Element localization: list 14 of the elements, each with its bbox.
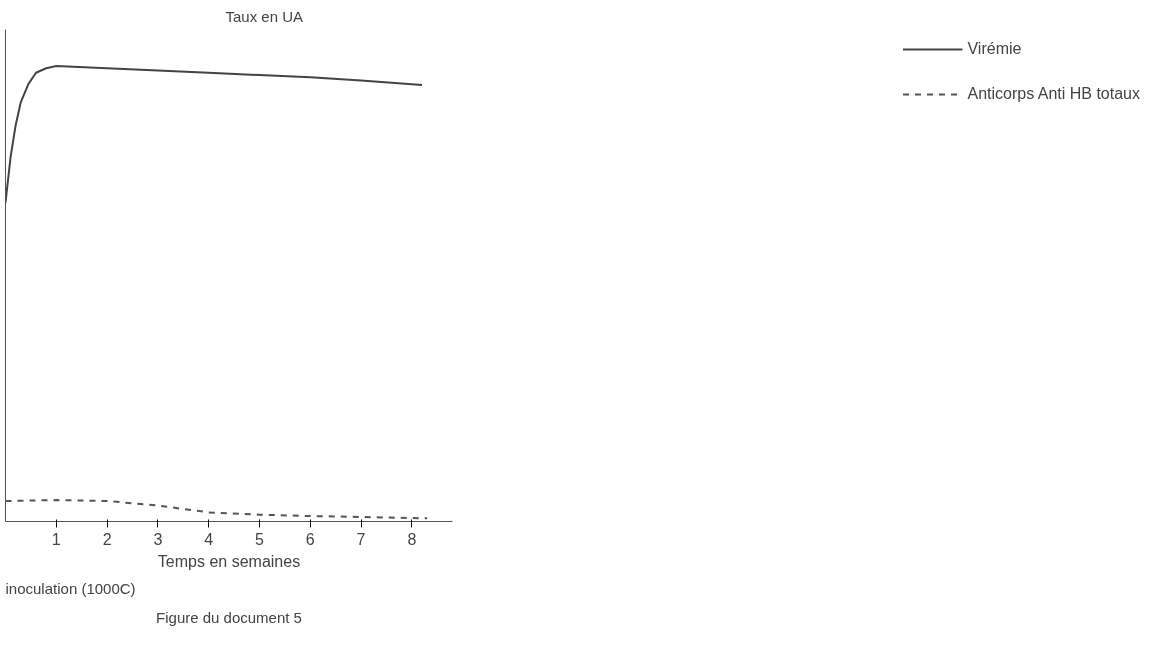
legend-label: Anticorps Anti HB totaux <box>967 85 1140 103</box>
x-axis-title: Temps en semaines <box>157 552 301 570</box>
legend-label: Virémie <box>967 40 1022 58</box>
x-tick-label: 8 <box>407 530 417 548</box>
x-tick-label: 7 <box>356 530 366 548</box>
text: inoculation (1000C) <box>5 579 136 597</box>
x-tick-label: 1 <box>51 530 61 548</box>
x-tick-label: 3 <box>153 530 163 548</box>
text: Figure du document 5 <box>156 608 302 626</box>
y-axis-title: Taux en UA <box>225 7 304 25</box>
x-tick-label: 2 <box>102 530 112 548</box>
x-tick-label: 6 <box>305 530 315 548</box>
x-tick-label: 5 <box>255 530 265 548</box>
x-tick-label: 4 <box>204 530 214 548</box>
